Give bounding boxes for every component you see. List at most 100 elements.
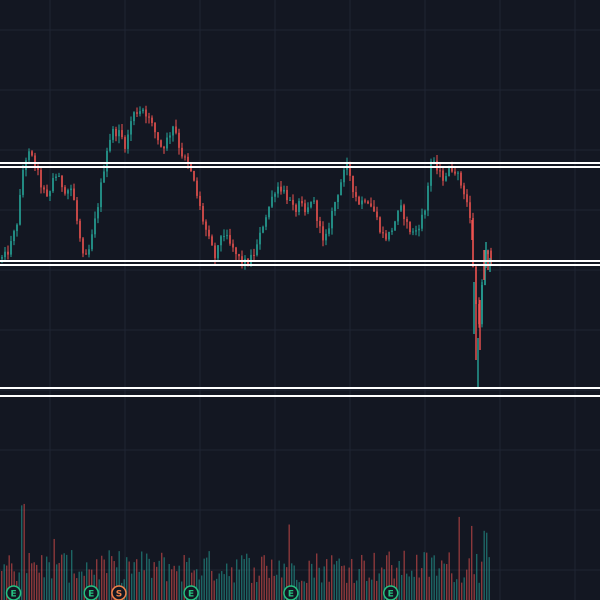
candle: [10, 235, 12, 257]
marker-label: E: [188, 590, 194, 600]
candle-body: [13, 231, 15, 242]
candle: [31, 150, 33, 157]
candle-body: [226, 235, 228, 237]
candle: [295, 203, 297, 217]
candle: [46, 184, 48, 197]
earnings-marker[interactable]: E: [5, 585, 22, 600]
candle: [490, 247, 492, 266]
volume-bar: [116, 567, 118, 600]
marker-circle: [382, 585, 399, 600]
candle: [415, 225, 417, 236]
horizontal-levels[interactable]: [0, 162, 600, 397]
candle: [280, 181, 282, 195]
volume-bar: [66, 554, 68, 600]
volume-bar: [356, 580, 358, 600]
volume-bar: [83, 575, 85, 600]
volume-bar: [168, 563, 170, 600]
candle: [85, 249, 87, 255]
volume-bar: [91, 569, 93, 600]
candle-body: [478, 304, 480, 325]
candle: [73, 183, 75, 201]
volume-bar: [436, 575, 438, 600]
volume-bar: [288, 524, 290, 600]
volume-bar: [6, 565, 8, 600]
candle-body: [397, 210, 399, 222]
volume-bar: [351, 558, 353, 600]
earnings-marker[interactable]: E: [83, 585, 99, 600]
candle-body: [292, 199, 294, 205]
candle: [382, 226, 384, 238]
candle: [22, 164, 24, 198]
candle: [418, 224, 420, 237]
volume-bar: [468, 558, 470, 600]
volume-bar: [186, 561, 188, 600]
volume-bar: [236, 559, 238, 600]
candle: [127, 129, 129, 154]
candle: [358, 195, 360, 205]
candle-body: [40, 169, 42, 188]
candle-body: [109, 139, 111, 151]
candle-body: [154, 122, 156, 133]
candle-body: [202, 206, 204, 222]
candle: [352, 175, 354, 198]
candle: [472, 212, 474, 268]
candle-body: [91, 234, 93, 250]
candle-body: [88, 249, 90, 255]
candle: [112, 126, 114, 143]
earnings-marker[interactable]: E: [283, 585, 299, 600]
earnings-marker[interactable]: E: [183, 585, 199, 600]
volume-bar: [263, 555, 265, 600]
candle: [88, 244, 90, 258]
volume-bar: [271, 559, 273, 600]
candle-body: [280, 186, 282, 192]
volume-bar: [416, 554, 418, 600]
candle: [340, 179, 342, 196]
volume-bar: [228, 576, 230, 600]
candle: [406, 216, 408, 229]
candle-body: [391, 230, 393, 232]
volume-bar: [171, 569, 173, 600]
split-marker[interactable]: S: [111, 585, 127, 600]
marker-label: E: [10, 590, 16, 600]
candle: [436, 154, 438, 175]
candle: [205, 219, 207, 237]
volume-bar: [426, 552, 428, 600]
volume-bar: [481, 561, 483, 600]
volume-bar: [433, 555, 435, 600]
candle-body: [64, 187, 66, 194]
candlesticks[interactable]: [1, 105, 492, 388]
candle-body: [181, 147, 183, 157]
volume-bar: [166, 581, 168, 600]
candle: [304, 199, 306, 216]
candle-body: [205, 221, 207, 230]
candle: [484, 250, 486, 286]
volume-bar: [78, 571, 80, 600]
candle-body: [31, 151, 33, 156]
candle-body: [286, 189, 288, 201]
volume-bar: [208, 551, 210, 600]
candle: [82, 236, 84, 258]
marker-label: E: [388, 590, 394, 600]
candle-body: [289, 199, 291, 201]
volume-bar: [401, 574, 403, 600]
volume-bar: [221, 571, 223, 600]
volume-bar: [111, 556, 113, 600]
candle: [160, 139, 162, 148]
volume-bar: [178, 565, 180, 600]
candle: [262, 225, 264, 234]
candle: [124, 135, 126, 153]
volume-bar: [36, 564, 38, 600]
candle-body: [85, 253, 87, 255]
volume-bar: [486, 532, 488, 600]
earnings-marker[interactable]: E: [382, 585, 399, 600]
volume-bar: [248, 557, 250, 600]
candle-body: [127, 134, 129, 149]
candle-body: [457, 172, 459, 174]
candle-body: [19, 194, 21, 225]
volume-bar: [313, 577, 315, 600]
candle: [109, 133, 111, 153]
volume-bar: [441, 560, 443, 600]
